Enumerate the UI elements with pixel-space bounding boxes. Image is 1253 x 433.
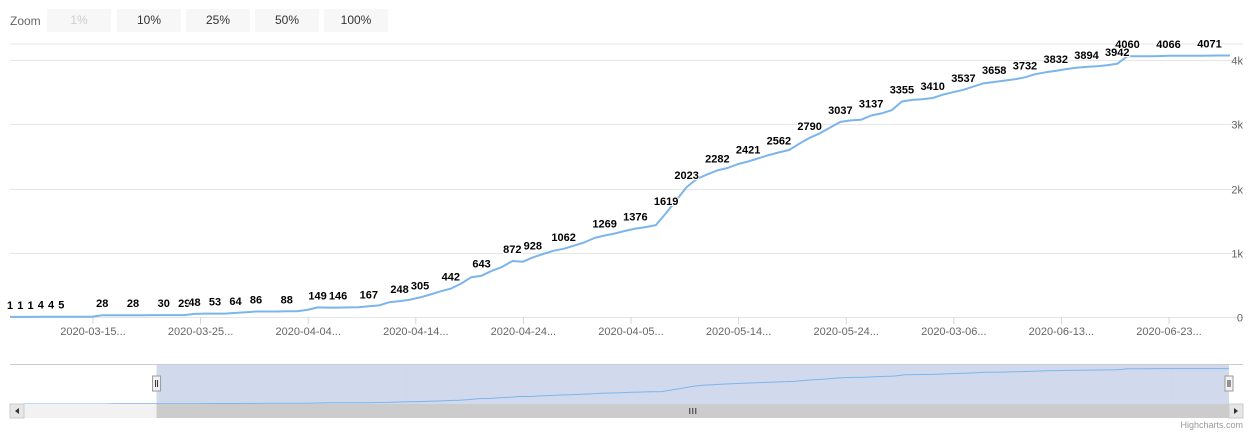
x-tick-label: 2020-04-05... xyxy=(598,326,663,338)
data-label: 1 xyxy=(17,300,23,312)
data-label: 3832 xyxy=(1043,54,1067,66)
data-label: 4 xyxy=(38,300,45,312)
data-label: 1269 xyxy=(592,218,616,230)
data-label: 5 xyxy=(58,300,64,312)
data-label: 30 xyxy=(158,298,170,310)
data-label: 4060 xyxy=(1115,39,1139,51)
data-label: 53 xyxy=(209,297,221,309)
data-label: 3137 xyxy=(859,98,883,110)
data-label: 88 xyxy=(281,294,293,306)
data-label: 4066 xyxy=(1156,39,1180,51)
zoom-50-percent-button[interactable]: 50% xyxy=(255,9,319,32)
data-label: 3894 xyxy=(1074,50,1099,62)
x-tick-label: 2020-05-24... xyxy=(813,326,878,338)
navigator-right-handle[interactable] xyxy=(1224,375,1234,392)
x-tick-label: 2020-06-13... xyxy=(1029,326,1094,338)
x-tick-label: 2020-04-24... xyxy=(491,326,556,338)
data-label: 1062 xyxy=(551,232,575,244)
zoom-100-percent-button[interactable]: 100% xyxy=(324,9,388,32)
data-label: 2562 xyxy=(767,135,791,147)
navigator-left-handle[interactable] xyxy=(152,375,162,392)
y-tick-label: 2k xyxy=(1231,185,1243,197)
zoom-1-percent-button[interactable]: 1% xyxy=(47,9,111,32)
data-label: 3537 xyxy=(951,73,975,85)
data-label: 442 xyxy=(442,272,460,284)
x-tick-label: 2020-05-14... xyxy=(706,326,771,338)
y-tick-label: 4k xyxy=(1231,56,1243,68)
data-label: 48 xyxy=(188,297,200,309)
data-label: 1 xyxy=(27,300,33,312)
y-tick-label: 3k xyxy=(1231,120,1243,132)
data-label: 3658 xyxy=(982,65,1006,77)
data-label: 248 xyxy=(390,284,408,296)
data-label: 1619 xyxy=(654,196,678,208)
data-label: 3732 xyxy=(1013,60,1037,72)
y-tick-label: 1k xyxy=(1231,249,1243,261)
data-label: 1 xyxy=(7,300,13,312)
data-label: 2023 xyxy=(674,170,698,182)
x-tick-label: 2020-03-15... xyxy=(60,326,125,338)
data-label: 3355 xyxy=(890,84,914,96)
data-label: 86 xyxy=(250,294,262,306)
data-label: 872 xyxy=(503,244,521,256)
scrollbar-right-arrow-icon xyxy=(1234,408,1238,414)
handle-box[interactable] xyxy=(1224,375,1234,392)
data-label: 3410 xyxy=(920,81,944,93)
data-label: 4 xyxy=(48,300,55,312)
data-label: 2282 xyxy=(705,153,729,165)
x-tick-label: 2020-04-14... xyxy=(383,326,448,338)
data-label: 64 xyxy=(229,296,242,308)
zoom-25-percent-button[interactable]: 25% xyxy=(186,9,250,32)
series-line xyxy=(10,54,1230,318)
navigator-series-line xyxy=(24,368,1229,405)
data-label: 928 xyxy=(524,240,542,252)
data-label: 1376 xyxy=(623,212,647,224)
data-label: 146 xyxy=(329,291,347,303)
data-label: 28 xyxy=(96,298,108,310)
zoom-label: Zoom xyxy=(10,14,41,28)
x-tick-label: 2020-06-23... xyxy=(1136,326,1201,338)
data-label: 3942 xyxy=(1105,47,1129,59)
x-tick-label: 2020-04-04... xyxy=(275,326,340,338)
data-label: 149 xyxy=(308,290,326,302)
data-label: 28 xyxy=(127,298,139,310)
data-label: 2421 xyxy=(736,144,760,156)
data-label: 4071 xyxy=(1197,39,1221,51)
data-label: 305 xyxy=(411,280,429,292)
data-label: 2790 xyxy=(797,121,821,133)
data-label: 167 xyxy=(360,289,378,301)
data-label: 643 xyxy=(472,259,490,271)
highcharts-credits[interactable]: Highcharts.com xyxy=(1180,420,1243,430)
scrollbar-left-arrow-icon xyxy=(15,408,19,414)
x-tick-label: 2020-03-06... xyxy=(921,326,986,338)
x-tick-label: 2020-03-25... xyxy=(168,326,233,338)
navigator-selection[interactable] xyxy=(156,365,1229,404)
zoom-10-percent-button[interactable]: 10% xyxy=(117,9,181,32)
y-tick-label: 0 xyxy=(1237,313,1243,325)
handle-box[interactable] xyxy=(152,375,162,392)
data-label: 3037 xyxy=(828,105,852,117)
data-label: 29 xyxy=(178,298,190,310)
